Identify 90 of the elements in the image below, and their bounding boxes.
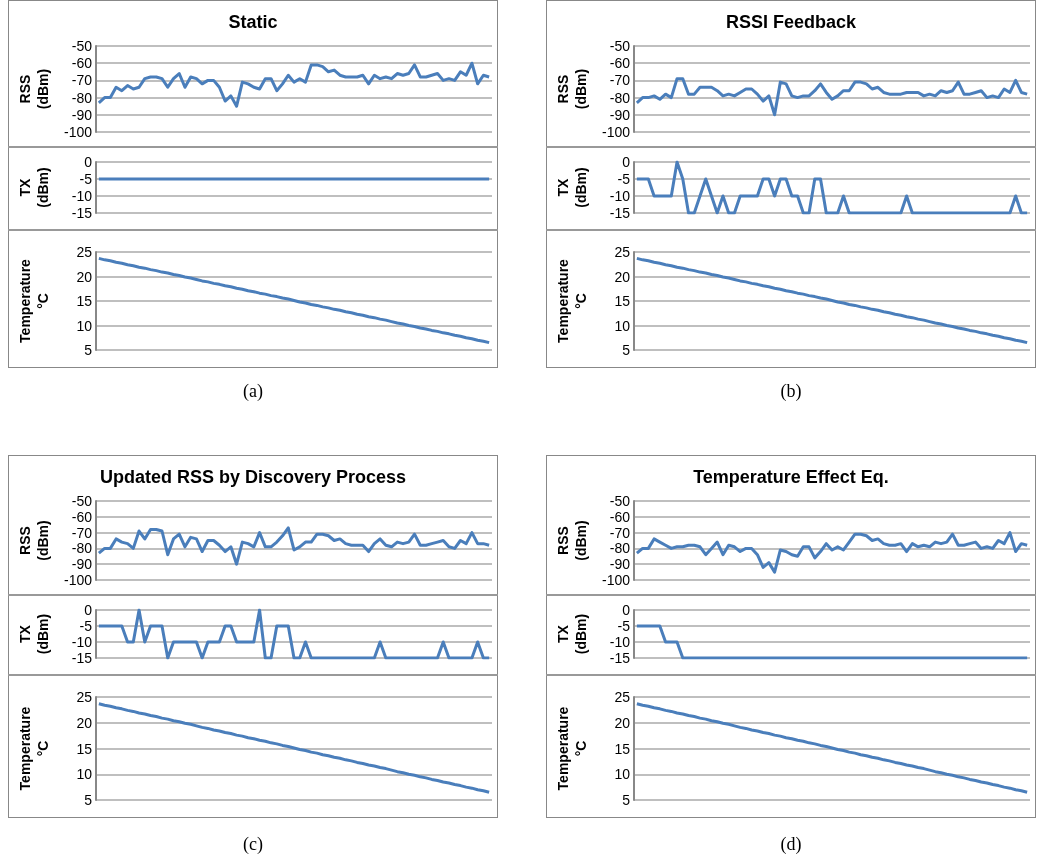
y-tick-label: -90 <box>71 556 93 573</box>
y-tick-label: -80 <box>71 89 93 106</box>
line-series <box>97 61 491 108</box>
y-tick-label: -100 <box>63 572 93 588</box>
line-series <box>97 526 491 566</box>
y-tick-label: 5 <box>84 792 93 808</box>
y-tick-label: 25 <box>76 244 93 260</box>
y-tick-label: 15 <box>614 293 631 309</box>
text: (d) <box>780 834 802 855</box>
y-tick-label: 10 <box>614 317 631 334</box>
y-tick-label: -60 <box>609 55 631 72</box>
y-tick-label: -5 <box>617 171 631 187</box>
y-tick-label: -50 <box>71 38 93 54</box>
y-tick-label: -70 <box>71 524 93 541</box>
y-tick-label: -15 <box>609 650 631 666</box>
y-tick-label: -5 <box>617 618 631 634</box>
y-tick-label: -90 <box>609 556 631 573</box>
y-tick-label: 25 <box>76 689 93 705</box>
y-tick-label: 10 <box>76 317 93 334</box>
y-tick-label: -60 <box>71 508 93 525</box>
y-tick-label: -10 <box>71 188 93 204</box>
y-tick-label: -10 <box>609 634 631 650</box>
text: (c) <box>243 834 263 855</box>
y-tick-label: 15 <box>614 740 631 757</box>
text: (b) <box>780 381 802 402</box>
line-series <box>635 77 1029 117</box>
line-series <box>635 256 1029 345</box>
line-series <box>635 160 1029 215</box>
y-tick-label: -50 <box>71 493 93 509</box>
y-tick-label: -70 <box>71 72 93 89</box>
y-tick-label: -90 <box>609 106 631 123</box>
y-axis-title: Temperature °C <box>555 706 589 791</box>
y-tick-label: 15 <box>76 740 93 757</box>
y-tick-label: 20 <box>76 268 93 285</box>
y-tick-label: -15 <box>71 205 93 221</box>
y-tick-label: -10 <box>71 634 93 650</box>
y-tick-label: -100 <box>601 124 631 140</box>
chart-title: RSSI Feedback <box>725 12 858 32</box>
y-tick-label: 0 <box>84 602 93 618</box>
chart-title: Temperature Effect Eq. <box>693 467 889 487</box>
y-tick-label: -10 <box>609 188 631 204</box>
text: (a) <box>243 381 263 402</box>
y-tick-label: 10 <box>76 766 93 783</box>
line-series <box>97 256 491 345</box>
y-tick-label: -70 <box>609 72 631 89</box>
y-tick-label: 20 <box>76 714 93 731</box>
y-tick-label: -60 <box>609 508 631 525</box>
y-tick-label: -100 <box>601 572 631 588</box>
y-tick-label: 0 <box>622 602 631 618</box>
y-tick-label: 5 <box>84 342 93 358</box>
y-tick-label: -15 <box>609 205 631 221</box>
y-axis-title: RSS (dBm) <box>555 520 589 561</box>
y-tick-label: 5 <box>622 342 631 358</box>
y-tick-label: 0 <box>622 154 631 170</box>
y-tick-label: -70 <box>609 524 631 541</box>
line-series <box>635 702 1029 794</box>
line-series <box>635 531 1029 574</box>
y-axis-title: RSS (dBm) <box>17 68 51 110</box>
chart-title: Static <box>228 12 278 32</box>
y-axis-title: Temperature °C <box>17 258 51 343</box>
y-tick-label: -90 <box>71 106 93 123</box>
y-tick-label: 20 <box>614 714 631 731</box>
y-tick-label: -5 <box>79 618 93 634</box>
y-tick-label: -80 <box>609 540 631 557</box>
y-tick-label: 20 <box>614 268 631 285</box>
line-series <box>97 702 491 794</box>
y-tick-label: 25 <box>614 244 631 260</box>
chart-title: Updated RSS by Discovery Process <box>99 467 407 487</box>
y-axis-title: RSS (dBm) <box>17 520 51 561</box>
y-tick-label: 25 <box>614 689 631 705</box>
line-series <box>97 608 491 660</box>
y-tick-label: -50 <box>609 493 631 509</box>
y-tick-label: 10 <box>614 766 631 783</box>
y-tick-label: -50 <box>609 38 631 54</box>
y-axis-title: Temperature °C <box>555 258 589 343</box>
y-tick-label: -60 <box>71 55 93 72</box>
y-tick-label: -100 <box>63 124 93 140</box>
y-axis-title: TX (dBm) <box>17 167 51 208</box>
y-tick-label: -80 <box>609 89 631 106</box>
y-tick-label: -5 <box>79 171 93 187</box>
y-tick-label: 5 <box>622 792 631 808</box>
y-tick-label: -80 <box>71 540 93 557</box>
y-axis-title: TX (dBm) <box>555 613 589 655</box>
y-axis-title: TX (dBm) <box>555 167 589 208</box>
y-axis-title: TX (dBm) <box>17 613 51 655</box>
y-tick-label: 15 <box>76 293 93 309</box>
y-axis-title: Temperature °C <box>17 706 51 791</box>
y-axis-title: RSS (dBm) <box>555 68 589 110</box>
y-tick-label: 0 <box>84 154 93 170</box>
y-tick-label: -15 <box>71 650 93 666</box>
